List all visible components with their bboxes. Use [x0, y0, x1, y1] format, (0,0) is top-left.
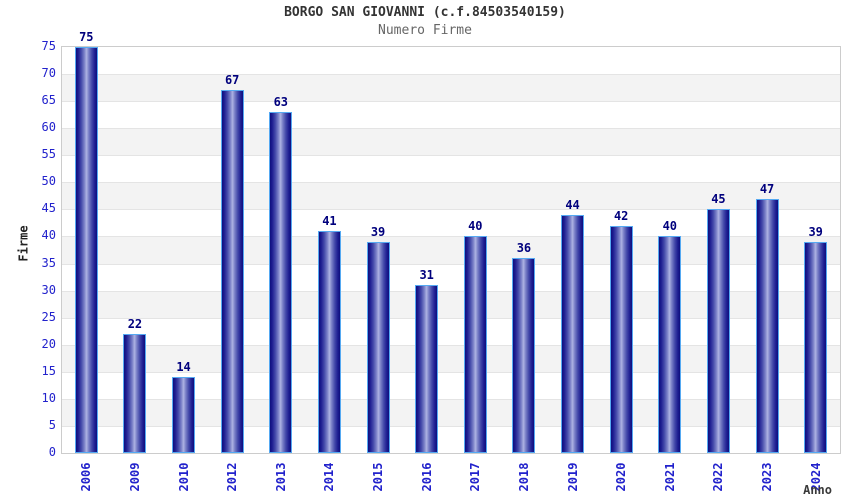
grid-band [62, 155, 840, 183]
bar-2019 [561, 215, 585, 453]
y-tick-label: 25 [41, 309, 56, 324]
x-tick-label: 2017 [468, 462, 483, 492]
y-tick-label: 20 [41, 336, 56, 351]
bar-2018 [512, 258, 536, 453]
gridline [62, 209, 840, 211]
gridline [62, 128, 840, 130]
gridline [62, 101, 840, 103]
bar-value-label: 39 [370, 225, 386, 239]
bar-value-label: 47 [759, 182, 775, 196]
bar-value-label: 14 [176, 360, 191, 374]
y-tick-label: 35 [41, 255, 56, 270]
bar-2012 [220, 90, 244, 453]
x-tick-label: 2013 [273, 462, 288, 492]
x-tick-label: 2016 [419, 462, 434, 492]
bar-value-label: 40 [468, 219, 483, 233]
x-tick-label: 2012 [225, 462, 240, 492]
y-tick-label: 55 [41, 147, 56, 162]
y-tick-label: 5 [48, 417, 56, 432]
grid-band [62, 182, 840, 210]
x-tick-label: 2006 [79, 462, 94, 492]
chart-subtitle: Numero Firme [378, 23, 472, 38]
bar-value-label: 36 [516, 241, 532, 255]
grid-band [62, 47, 840, 75]
bar-value-label: 75 [79, 30, 94, 44]
bar-value-label: 39 [808, 225, 823, 239]
gridline [62, 74, 840, 76]
gridline [62, 263, 840, 265]
y-tick-label: 70 [41, 66, 56, 81]
y-tick-label: 15 [41, 363, 56, 378]
bar-value-label: 22 [127, 317, 143, 331]
bar-2016 [415, 285, 439, 453]
gridline [62, 236, 840, 238]
grid-band [62, 101, 840, 129]
y-tick-label: 0 [48, 445, 56, 459]
plot-area [61, 46, 841, 454]
gridline [62, 182, 840, 184]
bar-value-label: 40 [662, 219, 678, 233]
y-tick-label: 75 [41, 39, 56, 53]
x-tick-label: 2009 [127, 462, 142, 492]
x-tick-label: 2020 [614, 462, 629, 492]
y-tick-label: 65 [41, 93, 56, 108]
bar-2014 [317, 231, 341, 453]
bar-2006 [74, 47, 98, 453]
bar-2021 [658, 236, 682, 453]
y-tick-label: 50 [41, 174, 56, 189]
bar-value-label: 31 [419, 268, 434, 282]
grid-band [62, 74, 840, 102]
gridline [62, 155, 840, 157]
x-tick-label: 2010 [176, 462, 191, 492]
y-tick-label: 30 [41, 282, 56, 297]
x-tick-label: 2018 [516, 462, 531, 492]
grid-band [62, 128, 840, 156]
bar-value-label: 44 [565, 198, 580, 212]
bar-value-label: 67 [224, 73, 240, 87]
x-tick-label: 2014 [322, 462, 337, 492]
bar-2024 [804, 242, 828, 453]
gridline [62, 425, 840, 427]
chart-title: BORGO SAN GIOVANNI (c.f.84503540159) [284, 5, 566, 20]
gridline [62, 371, 840, 373]
x-tick-label: 2019 [565, 462, 580, 492]
bar-2013 [269, 112, 293, 453]
y-tick-label: 40 [41, 228, 56, 243]
bar-2022 [706, 209, 730, 453]
y-tick-label: 10 [41, 390, 56, 405]
bar-2015 [366, 242, 390, 453]
y-tick-label: 45 [41, 201, 56, 216]
gridline [62, 317, 840, 319]
bar-2010 [172, 377, 196, 453]
bar-value-label: 42 [613, 209, 629, 223]
x-tick-label: 2021 [662, 462, 677, 492]
gridline [62, 290, 840, 292]
gridline [62, 344, 840, 346]
x-axis-title: Anno [803, 483, 832, 497]
bar-2009 [123, 334, 147, 453]
bar-value-label: 45 [711, 192, 726, 206]
gridline [62, 398, 840, 400]
bar-2017 [463, 236, 487, 453]
x-tick-label: 2015 [371, 462, 386, 492]
y-tick-label: 60 [41, 120, 56, 135]
x-tick-label: 2022 [711, 462, 726, 492]
bar-2023 [755, 199, 779, 453]
bar-2020 [609, 226, 633, 453]
bar-value-label: 63 [273, 95, 289, 109]
bar-value-label: 41 [322, 214, 337, 228]
